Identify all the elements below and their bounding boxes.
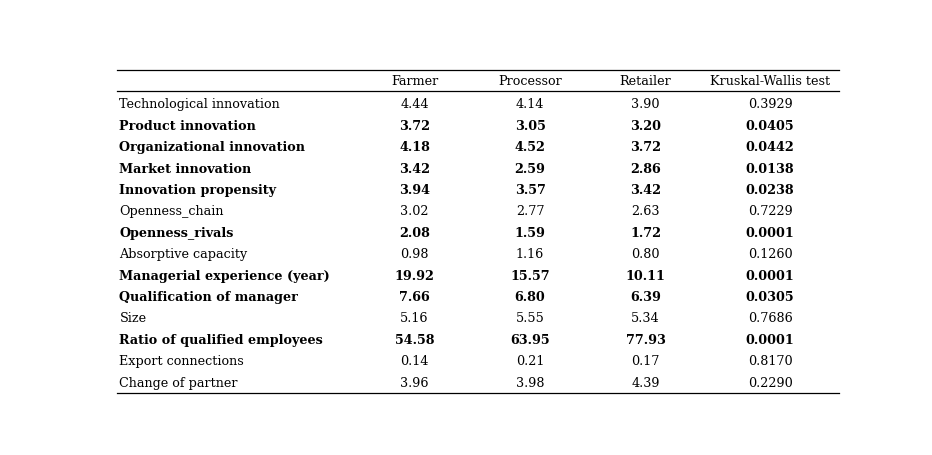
Text: Farmer: Farmer [391, 74, 438, 87]
Text: Export connections: Export connections [119, 354, 244, 368]
Text: 2.86: 2.86 [630, 162, 661, 175]
Text: 0.17: 0.17 [631, 354, 660, 368]
Text: 4.52: 4.52 [514, 141, 545, 154]
Text: 0.0001: 0.0001 [746, 333, 795, 346]
Text: 2.77: 2.77 [515, 205, 544, 218]
Text: 3.94: 3.94 [399, 183, 430, 197]
Text: 3.72: 3.72 [630, 141, 661, 154]
Text: 0.8170: 0.8170 [747, 354, 792, 368]
Text: 1.16: 1.16 [516, 248, 544, 261]
Text: Innovation propensity: Innovation propensity [119, 183, 277, 197]
Text: 3.42: 3.42 [630, 183, 661, 197]
Text: 2.63: 2.63 [631, 205, 660, 218]
Text: 0.2290: 0.2290 [747, 376, 792, 389]
Text: Change of partner: Change of partner [119, 376, 238, 389]
Text: 3.02: 3.02 [400, 205, 429, 218]
Text: 77.93: 77.93 [625, 333, 665, 346]
Text: 3.98: 3.98 [515, 376, 544, 389]
Text: 15.57: 15.57 [510, 269, 550, 282]
Text: 3.96: 3.96 [400, 376, 429, 389]
Text: Openness_rivals: Openness_rivals [119, 226, 234, 239]
Text: Organizational innovation: Organizational innovation [119, 141, 306, 154]
Text: 0.98: 0.98 [400, 248, 429, 261]
Text: 3.72: 3.72 [399, 119, 430, 132]
Text: 63.95: 63.95 [510, 333, 550, 346]
Text: Openness_chain: Openness_chain [119, 205, 224, 218]
Text: 5.55: 5.55 [515, 312, 544, 325]
Text: Kruskal-Wallis test: Kruskal-Wallis test [710, 74, 830, 87]
Text: 0.0405: 0.0405 [746, 119, 794, 132]
Text: Product innovation: Product innovation [119, 119, 256, 132]
Text: 0.0001: 0.0001 [746, 226, 795, 239]
Text: 54.58: 54.58 [394, 333, 434, 346]
Text: Ratio of qualified employees: Ratio of qualified employees [119, 333, 323, 346]
Text: 2.08: 2.08 [399, 226, 430, 239]
Text: 2.59: 2.59 [514, 162, 545, 175]
Text: 0.14: 0.14 [400, 354, 429, 368]
Text: Processor: Processor [498, 74, 562, 87]
Text: 0.21: 0.21 [515, 354, 544, 368]
Text: 5.16: 5.16 [400, 312, 429, 325]
Text: 5.34: 5.34 [631, 312, 660, 325]
Text: Technological innovation: Technological innovation [119, 98, 281, 111]
Text: 19.92: 19.92 [394, 269, 434, 282]
Text: 0.0001: 0.0001 [746, 269, 795, 282]
Text: 0.80: 0.80 [631, 248, 660, 261]
Text: 4.44: 4.44 [400, 98, 429, 111]
Text: 3.20: 3.20 [630, 119, 661, 132]
Text: Qualification of manager: Qualification of manager [119, 290, 298, 303]
Text: 4.39: 4.39 [631, 376, 660, 389]
Text: 1.72: 1.72 [630, 226, 661, 239]
Text: 0.0305: 0.0305 [746, 290, 794, 303]
Text: Market innovation: Market innovation [119, 162, 252, 175]
Text: 3.90: 3.90 [631, 98, 660, 111]
Text: 1.59: 1.59 [514, 226, 545, 239]
Text: 0.7229: 0.7229 [747, 205, 792, 218]
Text: 0.0442: 0.0442 [746, 141, 795, 154]
Text: 10.11: 10.11 [625, 269, 665, 282]
Text: 3.05: 3.05 [514, 119, 545, 132]
Text: Size: Size [119, 312, 146, 325]
Text: 4.18: 4.18 [399, 141, 430, 154]
Text: Managerial experience (year): Managerial experience (year) [119, 269, 330, 282]
Text: 6.80: 6.80 [514, 290, 545, 303]
Text: 0.0138: 0.0138 [746, 162, 794, 175]
Text: 0.1260: 0.1260 [747, 248, 792, 261]
Text: Absorptive capacity: Absorptive capacity [119, 248, 248, 261]
Text: 4.14: 4.14 [515, 98, 544, 111]
Text: 0.7686: 0.7686 [747, 312, 792, 325]
Text: 0.3929: 0.3929 [747, 98, 792, 111]
Text: 3.42: 3.42 [399, 162, 430, 175]
Text: Retailer: Retailer [620, 74, 671, 87]
Text: 3.57: 3.57 [514, 183, 545, 197]
Text: 0.0238: 0.0238 [746, 183, 794, 197]
Text: 6.39: 6.39 [630, 290, 661, 303]
Text: 7.66: 7.66 [399, 290, 430, 303]
